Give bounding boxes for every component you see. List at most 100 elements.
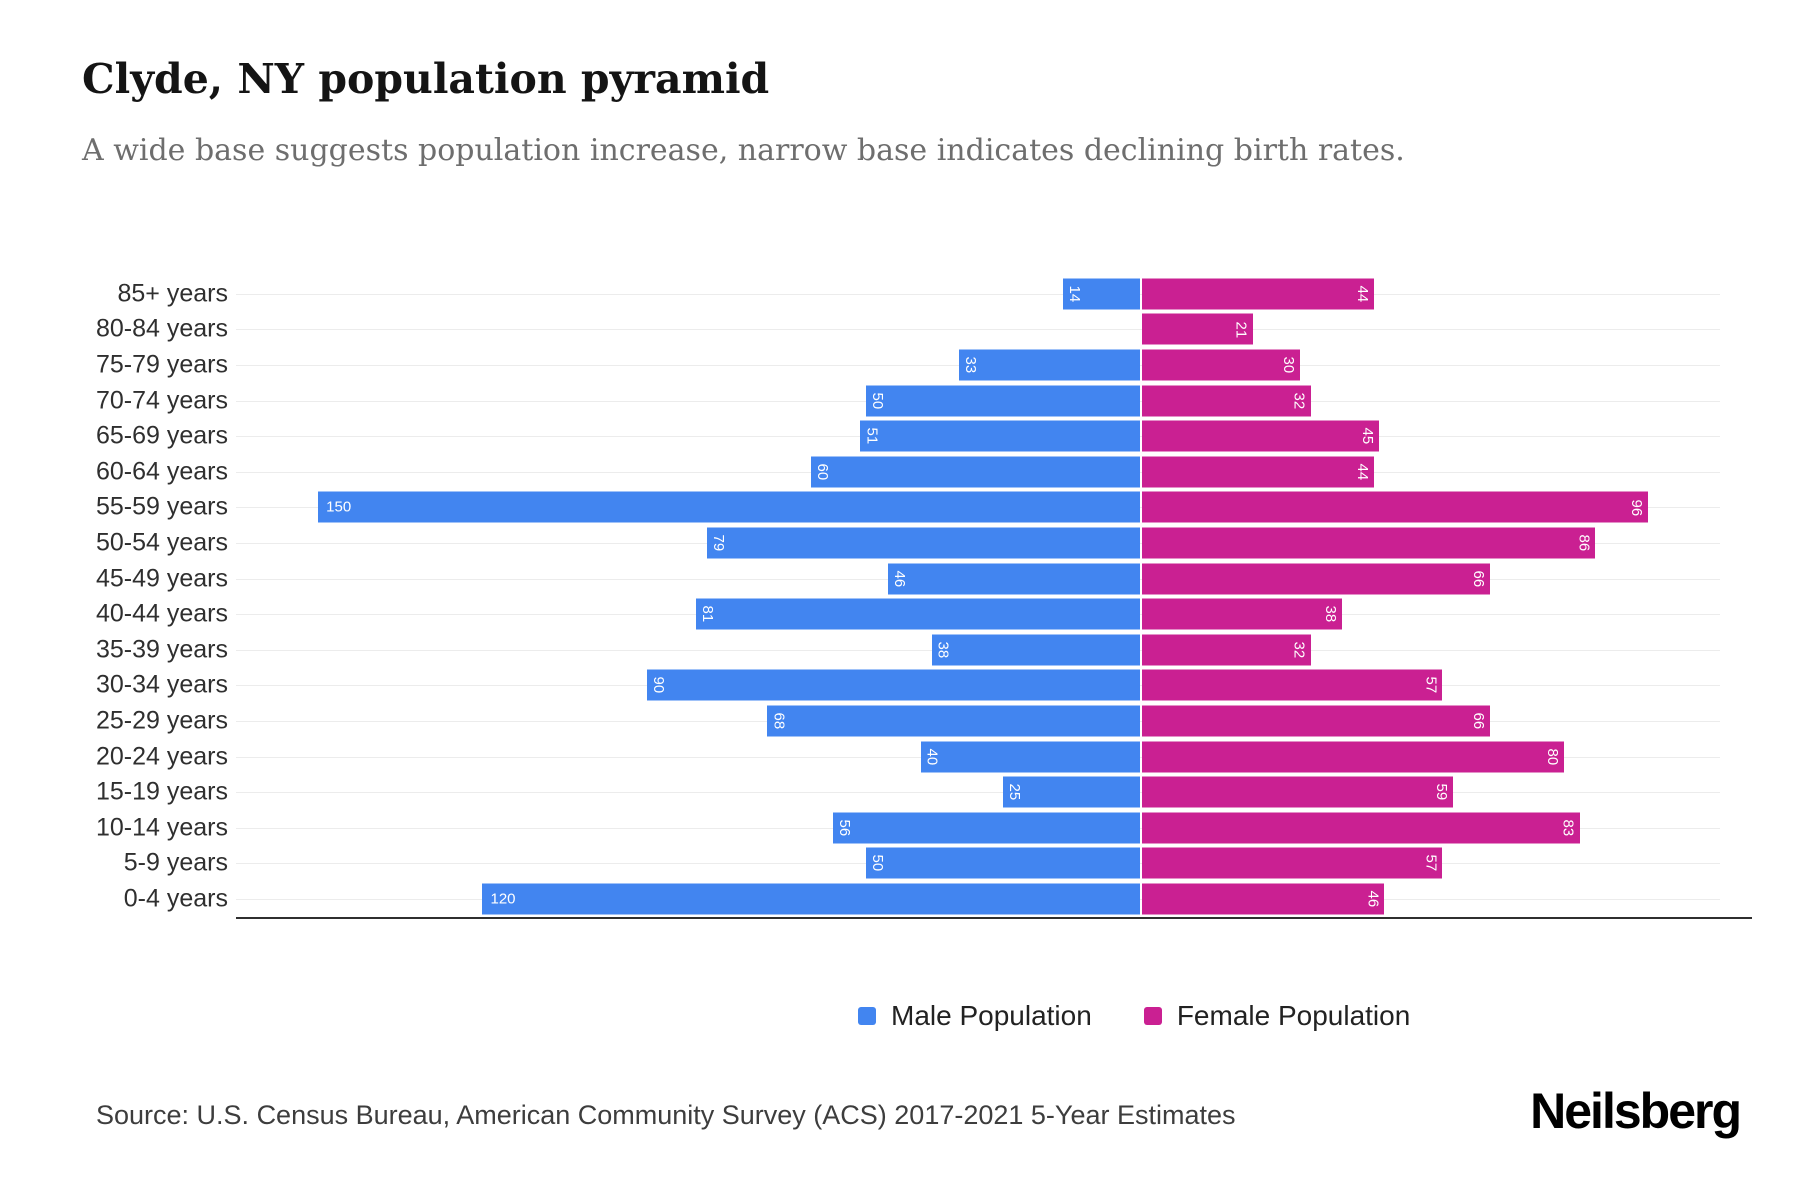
row-plot-area: 14 44 xyxy=(236,276,1720,312)
male-bar[interactable]: 40 xyxy=(920,741,1140,773)
row-plot-area: 50 57 xyxy=(236,846,1720,882)
female-bar-value: 44 xyxy=(1353,285,1371,303)
pyramid-row: 30-34 years 90 57 xyxy=(0,668,1800,704)
female-bar[interactable]: 32 xyxy=(1141,634,1311,666)
female-bar[interactable]: 80 xyxy=(1141,741,1564,773)
male-bar[interactable]: 81 xyxy=(696,598,1140,630)
male-bar[interactable]: 56 xyxy=(833,812,1140,844)
gridline xyxy=(236,792,1720,794)
female-bar[interactable]: 45 xyxy=(1141,420,1380,452)
age-group-label: 25-29 years xyxy=(95,706,228,735)
male-side: 14 xyxy=(236,276,1140,312)
female-bar-value: 57 xyxy=(1422,676,1440,694)
gridline xyxy=(236,329,1720,331)
female-bar-value: 38 xyxy=(1322,605,1340,623)
age-group-label: 75-79 years xyxy=(95,350,228,379)
male-bar[interactable]: 25 xyxy=(1002,776,1140,808)
pyramid-row: 75-79 years 33 30 xyxy=(0,347,1800,383)
male-bar[interactable]: 38 xyxy=(931,634,1140,666)
female-bar[interactable]: 30 xyxy=(1141,349,1300,381)
female-side: 44 xyxy=(1140,454,1720,490)
male-side: 25 xyxy=(236,774,1140,810)
female-side: 80 xyxy=(1140,739,1720,775)
row-plot-area: 150 96 xyxy=(236,490,1720,526)
female-bar-value: 46 xyxy=(1364,890,1382,908)
source-attribution: Source: U.S. Census Bureau, American Com… xyxy=(96,1100,1236,1130)
female-legend-swatch-icon xyxy=(1143,1007,1162,1025)
male-bar[interactable]: 90 xyxy=(646,669,1140,701)
female-bar-value: 66 xyxy=(1469,712,1487,730)
female-bar-value: 44 xyxy=(1353,463,1371,481)
row-plot-area: 68 66 xyxy=(236,703,1720,739)
pyramid-row: 65-69 years 51 45 xyxy=(0,418,1800,454)
female-bar[interactable]: 44 xyxy=(1141,278,1374,310)
male-bar[interactable]: 60 xyxy=(811,456,1140,488)
female-side: 46 xyxy=(1140,881,1720,917)
male-bar[interactable]: 68 xyxy=(767,705,1140,737)
female-bar[interactable]: 83 xyxy=(1141,812,1580,844)
female-bar[interactable]: 96 xyxy=(1141,491,1649,523)
age-group-label: 5-9 years xyxy=(123,848,228,877)
female-bar-value: 32 xyxy=(1290,392,1308,409)
male-side: 40 xyxy=(236,739,1140,775)
male-bar[interactable]: 46 xyxy=(887,563,1140,595)
neilsberg-logo: Neilsberg xyxy=(1530,1083,1742,1139)
male-side: 90 xyxy=(236,668,1140,704)
row-plot-area: 25 59 xyxy=(236,774,1720,810)
female-bar[interactable]: 66 xyxy=(1141,563,1490,595)
row-plot-area: 38 32 xyxy=(236,632,1720,668)
male-side: 120 xyxy=(236,881,1140,917)
male-bar[interactable]: 79 xyxy=(707,527,1140,559)
legend-item-female[interactable]: Female Population xyxy=(1143,1000,1410,1032)
age-group-label: 35-39 years xyxy=(95,635,228,664)
female-bar[interactable]: 44 xyxy=(1141,456,1374,488)
pyramid-row: 55-59 years 150 96 xyxy=(0,490,1800,526)
male-bar[interactable]: 50 xyxy=(865,385,1140,417)
male-bar[interactable]: 14 xyxy=(1063,278,1140,310)
gridline xyxy=(236,293,1720,295)
female-bar[interactable]: 57 xyxy=(1141,669,1443,701)
male-bar-value: 14 xyxy=(1066,285,1084,303)
x-axis-line xyxy=(236,917,1752,919)
male-side: 150 xyxy=(236,490,1140,526)
male-bar[interactable]: 50 xyxy=(865,847,1140,879)
male-bar-value: 33 xyxy=(962,356,979,374)
pyramid-row: 60-64 years 60 44 xyxy=(0,454,1800,490)
male-side: 46 xyxy=(236,561,1140,597)
pyramid-row: 15-19 years 25 59 xyxy=(0,774,1800,810)
male-bar-value: 38 xyxy=(934,641,952,659)
pyramid-row: 10-14 years 56 83 xyxy=(0,810,1800,846)
female-side: 83 xyxy=(1140,810,1720,846)
row-plot-area: 60 44 xyxy=(236,454,1720,490)
male-bar-value: 90 xyxy=(649,676,667,694)
female-side: 45 xyxy=(1140,418,1720,454)
male-bar-value: 46 xyxy=(890,570,908,587)
female-bar[interactable]: 21 xyxy=(1141,313,1253,345)
female-bar[interactable]: 38 xyxy=(1141,598,1343,630)
age-group-label: 80-84 years xyxy=(95,314,228,343)
legend: Male Population Female Population xyxy=(858,1000,1410,1032)
female-bar[interactable]: 32 xyxy=(1141,385,1311,417)
male-bar[interactable]: 51 xyxy=(860,420,1140,452)
male-bar[interactable]: 33 xyxy=(959,349,1140,381)
male-bar-value: 51 xyxy=(863,427,881,445)
male-bar-value: 150 xyxy=(326,498,352,516)
row-plot-area: 79 86 xyxy=(236,525,1720,561)
male-bar[interactable]: 120 xyxy=(482,883,1140,915)
female-bar-value: 66 xyxy=(1469,570,1487,587)
male-bar-value: 56 xyxy=(836,819,854,837)
chart-subtitle: A wide base suggests population increase… xyxy=(82,133,1405,168)
legend-item-male[interactable]: Male Population xyxy=(858,1000,1092,1032)
female-bar[interactable]: 66 xyxy=(1141,705,1490,737)
female-side: 32 xyxy=(1140,632,1720,668)
female-side: 59 xyxy=(1140,774,1720,810)
female-bar[interactable]: 59 xyxy=(1141,776,1453,808)
age-group-label: 20-24 years xyxy=(95,742,228,771)
female-bar[interactable]: 46 xyxy=(1141,883,1385,915)
age-group-label: 10-14 years xyxy=(95,813,228,842)
female-side: 57 xyxy=(1140,846,1720,882)
female-bar[interactable]: 57 xyxy=(1141,847,1443,879)
male-bar[interactable]: 150 xyxy=(318,491,1140,523)
male-side xyxy=(236,312,1140,348)
female-bar[interactable]: 86 xyxy=(1141,527,1596,559)
